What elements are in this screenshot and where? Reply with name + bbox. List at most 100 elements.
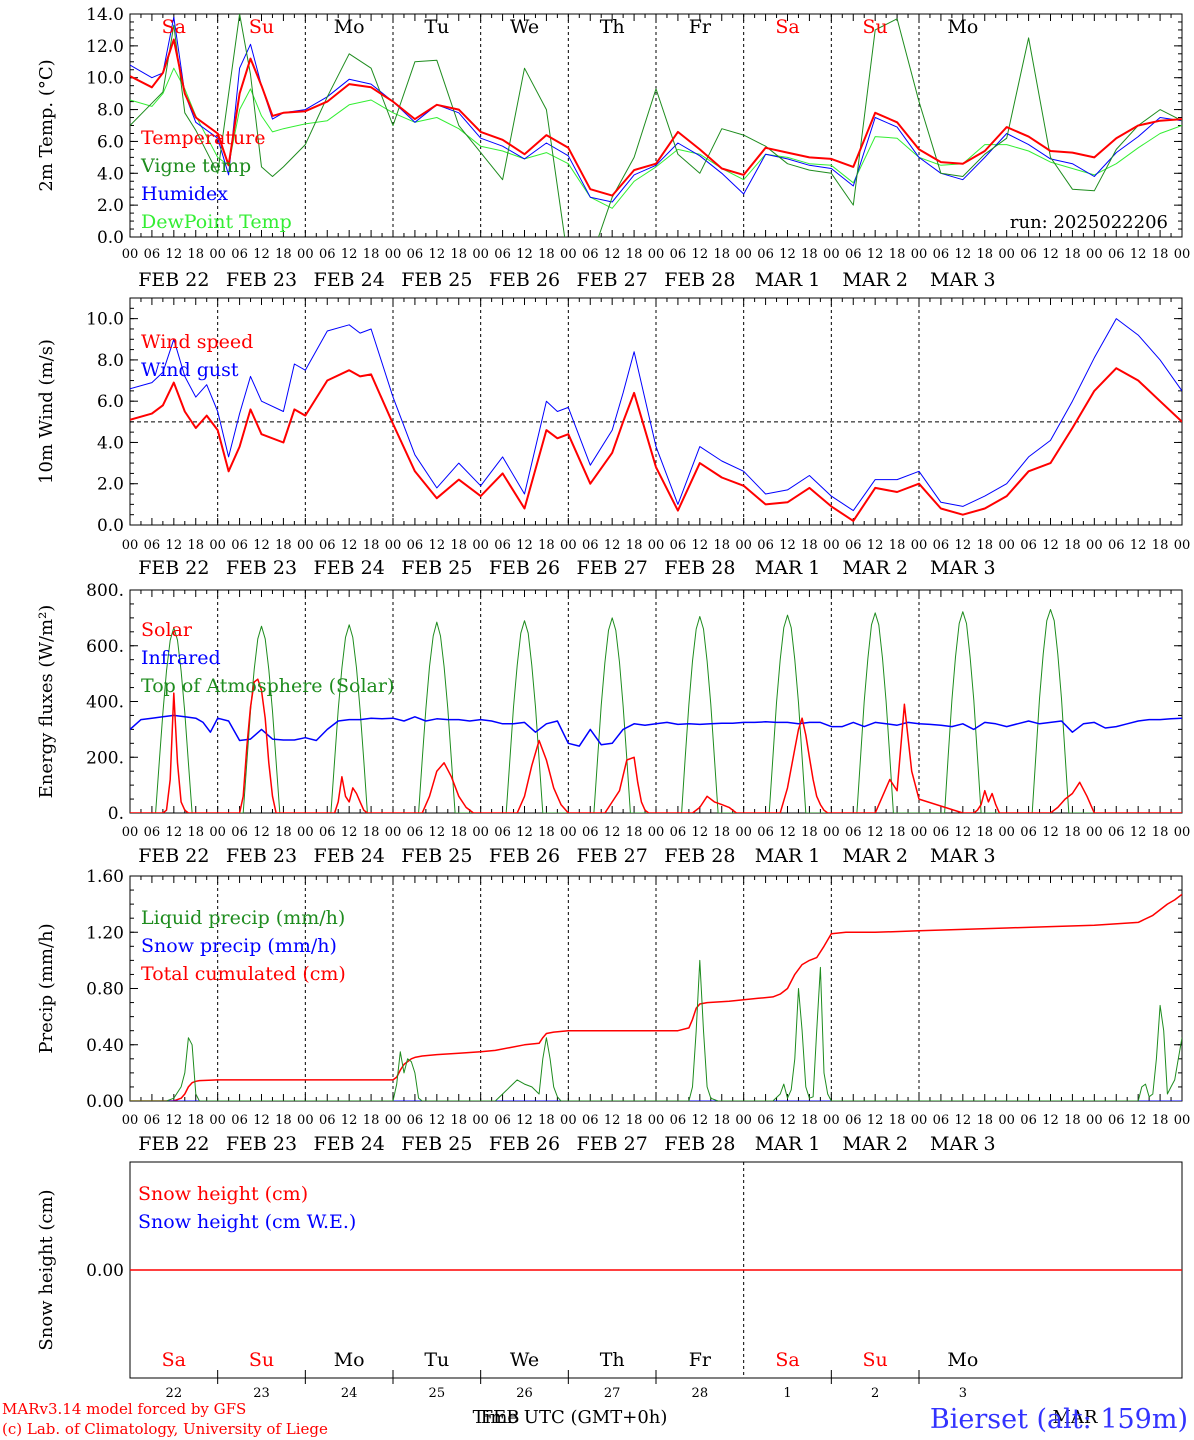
hour-tick-label: 18 [1064,825,1081,840]
weekday-label: Su [249,16,274,38]
hour-tick-label: 00 [122,825,139,840]
hour-tick-label: 18 [450,247,467,262]
hour-tick-label: 12 [955,825,972,840]
day-number-label: 22 [166,1386,183,1401]
hour-tick-label: 00 [297,825,314,840]
series-group [130,318,1182,522]
hour-tick-label: 06 [933,1113,950,1128]
hour-tick-label: 12 [604,825,621,840]
date-label: FEB 22 [138,557,209,579]
hour-tick-label: 12 [429,247,446,262]
hour-tick-label: 00 [209,247,226,262]
hour-tick-label: 18 [1064,538,1081,553]
panel-wind: 00 06 12 18 00 06 12 18 00 06 12 18 00 06 12 18 00 06 12 18… [36,297,1190,579]
date-label: MAR 1 [755,1133,821,1155]
hour-tick-label: 06 [319,538,336,553]
hour-tick-label: 06 [407,825,424,840]
hour-tick-label: 18 [713,538,730,553]
date-label: FEB 27 [577,557,648,579]
hour-tick-label: 00 [385,538,402,553]
y-tick-label: 4.0 [97,433,124,453]
hour-tick-label: 12 [779,1113,796,1128]
legend-entry: Snow height (cm) [138,1183,308,1205]
date-label: FEB 22 [138,845,209,867]
hour-tick-label: 00 [560,247,577,262]
weekday-label: Mo [947,1349,978,1371]
hour-tick-label: 18 [538,538,555,553]
legend-entry: Top of Atmosphere (Solar) [141,675,394,697]
station-label: Bierset (alt: 159m) [930,1404,1188,1435]
panel-flux: 00 06 12 18 00 06 12 18 00 06 12 18 00 06 12 18 00 06 12 18… [36,581,1190,867]
date-label: FEB 25 [401,845,472,867]
date-label: FEB 23 [226,269,297,291]
hour-tick-label: 00 [648,825,665,840]
hour-tick-label: 18 [363,538,380,553]
y-tick-label: 600. [86,637,124,657]
weekday-label: Su [863,1349,888,1371]
hour-tick-label: 12 [692,247,709,262]
hour-tick-label: 18 [801,247,818,262]
hour-tick-label: 18 [713,825,730,840]
hour-tick-label: 06 [407,1113,424,1128]
panel-temp: 00 06 12 18 00 06 12 18 00 06 12 18 00 06 12 18 00 06 12 18… [36,5,1190,291]
date-label: FEB 28 [664,1133,735,1155]
hour-tick-label: 06 [231,538,248,553]
hour-tick-label: 18 [1152,1113,1169,1128]
hour-tick-label: 06 [845,538,862,553]
date-label: MAR 3 [930,557,996,579]
hour-tick-label: 00 [1174,825,1191,840]
y-axis-title: Snow height (cm) [36,1189,57,1350]
hour-tick-label: 12 [429,1113,446,1128]
hour-tick-label: 06 [1108,825,1125,840]
hour-tick-label: 06 [582,1113,599,1128]
hour-tick-label: 12 [516,825,533,840]
footer-copyright: (c) Lab. of Climatology, University of L… [2,1420,328,1438]
date-label: MAR 2 [842,845,908,867]
hour-tick-label: 00 [472,825,489,840]
weekday-label: Mo [947,16,978,38]
hour-tick-label: 06 [231,247,248,262]
hour-tick-label: 18 [889,1113,906,1128]
hour-tick-label: 06 [231,825,248,840]
hour-tick-label: 00 [911,247,928,262]
weekday-label: Fr [689,1349,712,1371]
hour-tick-label: 18 [626,247,643,262]
date-label: FEB 25 [401,269,472,291]
hour-tick-label: 12 [692,825,709,840]
hour-tick-label: 12 [604,538,621,553]
y-tick-label: 200. [86,748,124,768]
date-label: FEB 22 [138,269,209,291]
hour-tick-label: 12 [1042,538,1059,553]
hour-tick-label: 06 [582,538,599,553]
hour-tick-label: 06 [144,538,161,553]
hour-tick-label: 00 [1086,247,1103,262]
hour-tick-label: 00 [560,1113,577,1128]
y-tick-label: 2.0 [97,475,124,495]
hour-tick-label: 18 [1064,247,1081,262]
y-axis-title: Precip (mm/h) [36,923,57,1053]
series-flux-0 [130,678,1182,813]
y-tick-label: 400. [86,693,124,713]
date-label: FEB 28 [664,845,735,867]
y-tick-label: 14.0 [86,5,124,25]
series-precip-2 [130,893,1182,1101]
y-tick-label: 12.0 [86,37,124,57]
date-label: MAR 2 [842,269,908,291]
hour-tick-label: 18 [538,825,555,840]
y-tick-label: 1.20 [86,923,124,943]
hour-tick-label: 12 [867,247,884,262]
hour-tick-label: 00 [823,247,840,262]
legend-entry: Snow height (cm W.E.) [138,1211,356,1233]
hour-tick-label: 18 [275,1113,292,1128]
date-label: FEB 22 [138,1133,209,1155]
hour-tick-label: 12 [166,538,183,553]
hour-tick-label: 18 [187,1113,204,1128]
date-label: FEB 23 [226,845,297,867]
day-number-label: 1 [783,1386,791,1401]
hour-tick-label: 18 [801,538,818,553]
hour-tick-label: 00 [1086,1113,1103,1128]
date-label: FEB 27 [577,269,648,291]
hour-tick-label: 00 [823,825,840,840]
hour-tick-label: 18 [1152,825,1169,840]
